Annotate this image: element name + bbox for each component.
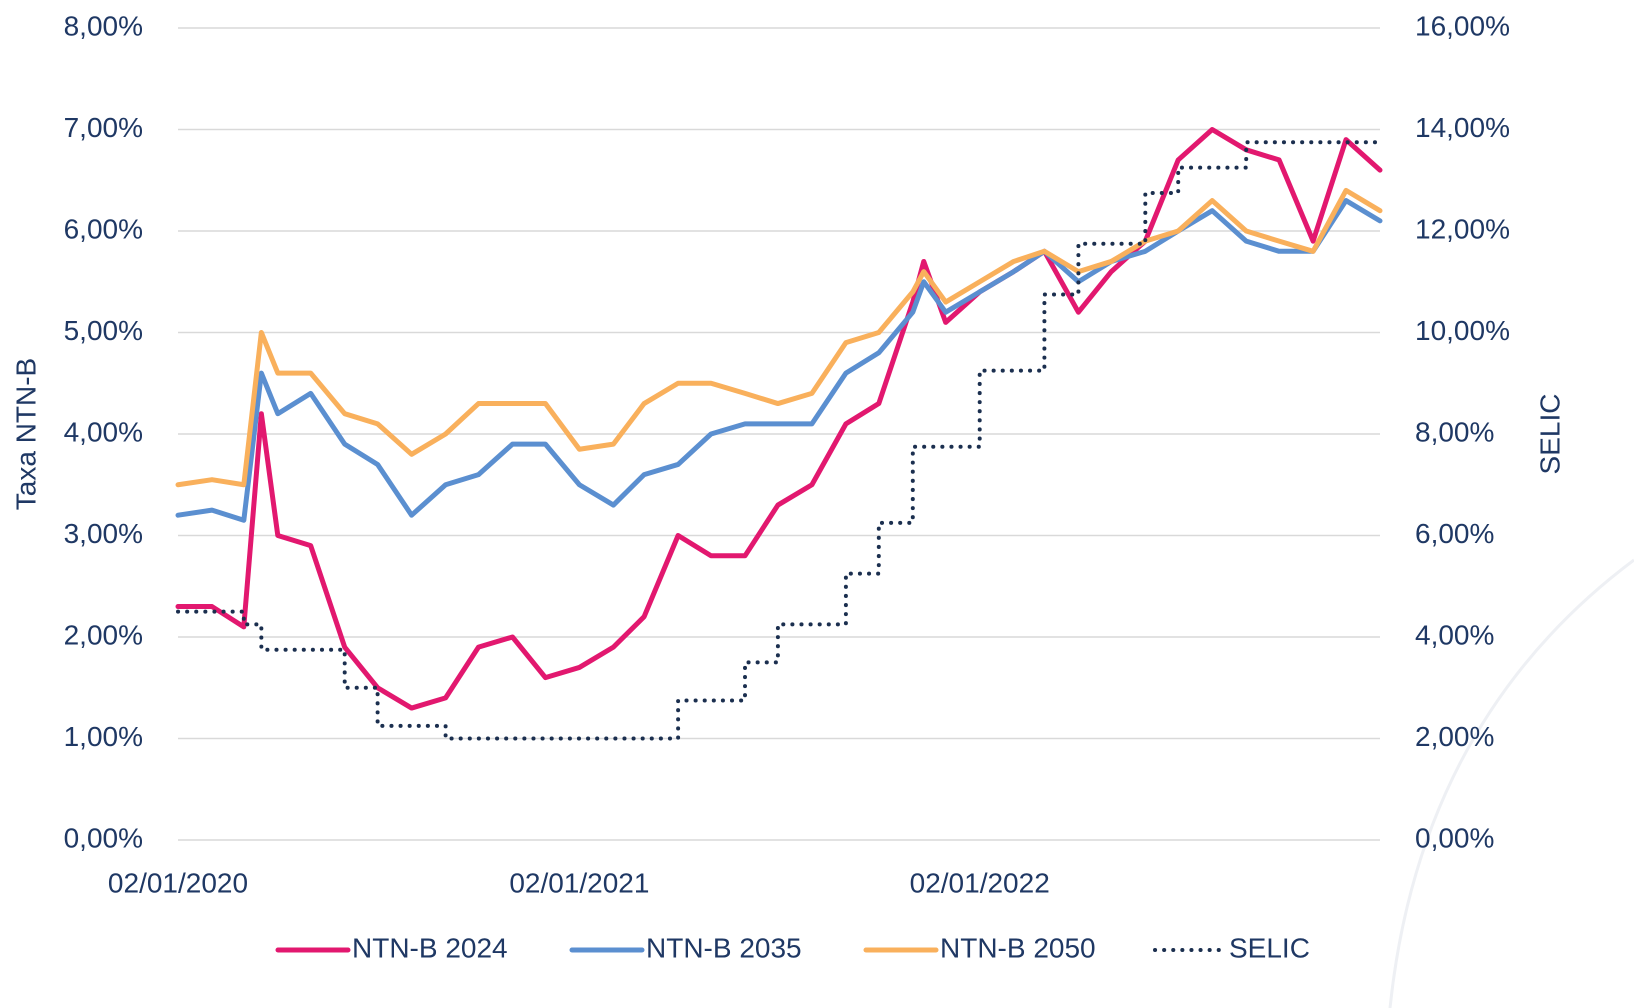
y2-tick-label: 6,00% [1415, 518, 1494, 549]
y-tick-label: 5,00% [64, 315, 143, 346]
y2-tick-label: 14,00% [1415, 112, 1510, 143]
x-tick-label: 02/01/2022 [910, 867, 1050, 898]
series-line [175, 198, 1383, 523]
y2-tick-label: 16,00% [1415, 10, 1510, 41]
y2-tick-label: 8,00% [1415, 416, 1494, 447]
y-tick-label: 0,00% [64, 822, 143, 853]
x-tick-label: 02/01/2020 [108, 867, 248, 898]
y-tick-label: 3,00% [64, 518, 143, 549]
legend-label: NTN-B 2024 [352, 932, 508, 963]
y2-tick-label: 12,00% [1415, 213, 1510, 244]
y-tick-label: 6,00% [64, 213, 143, 244]
series-line [175, 187, 1383, 488]
y-tick-label: 7,00% [64, 112, 143, 143]
series-line [175, 127, 1383, 711]
x-tick-label: 02/01/2021 [509, 867, 649, 898]
y-tick-label: 2,00% [64, 619, 143, 650]
y-tick-label: 8,00% [64, 10, 143, 41]
y-axis-title: Taxa NTN-B [10, 358, 41, 510]
y-tick-label: 4,00% [64, 416, 143, 447]
legend-label: NTN-B 2035 [646, 932, 802, 963]
legend-label: SELIC [1229, 932, 1310, 963]
y2-tick-label: 2,00% [1415, 721, 1494, 752]
y2-axis-title: SELIC [1534, 394, 1565, 475]
y2-tick-label: 0,00% [1415, 822, 1494, 853]
y2-tick-label: 4,00% [1415, 619, 1494, 650]
decor-arc [1388, 558, 1634, 1008]
y-tick-label: 1,00% [64, 721, 143, 752]
y2-tick-label: 10,00% [1415, 315, 1510, 346]
legend-label: NTN-B 2050 [940, 932, 1096, 963]
